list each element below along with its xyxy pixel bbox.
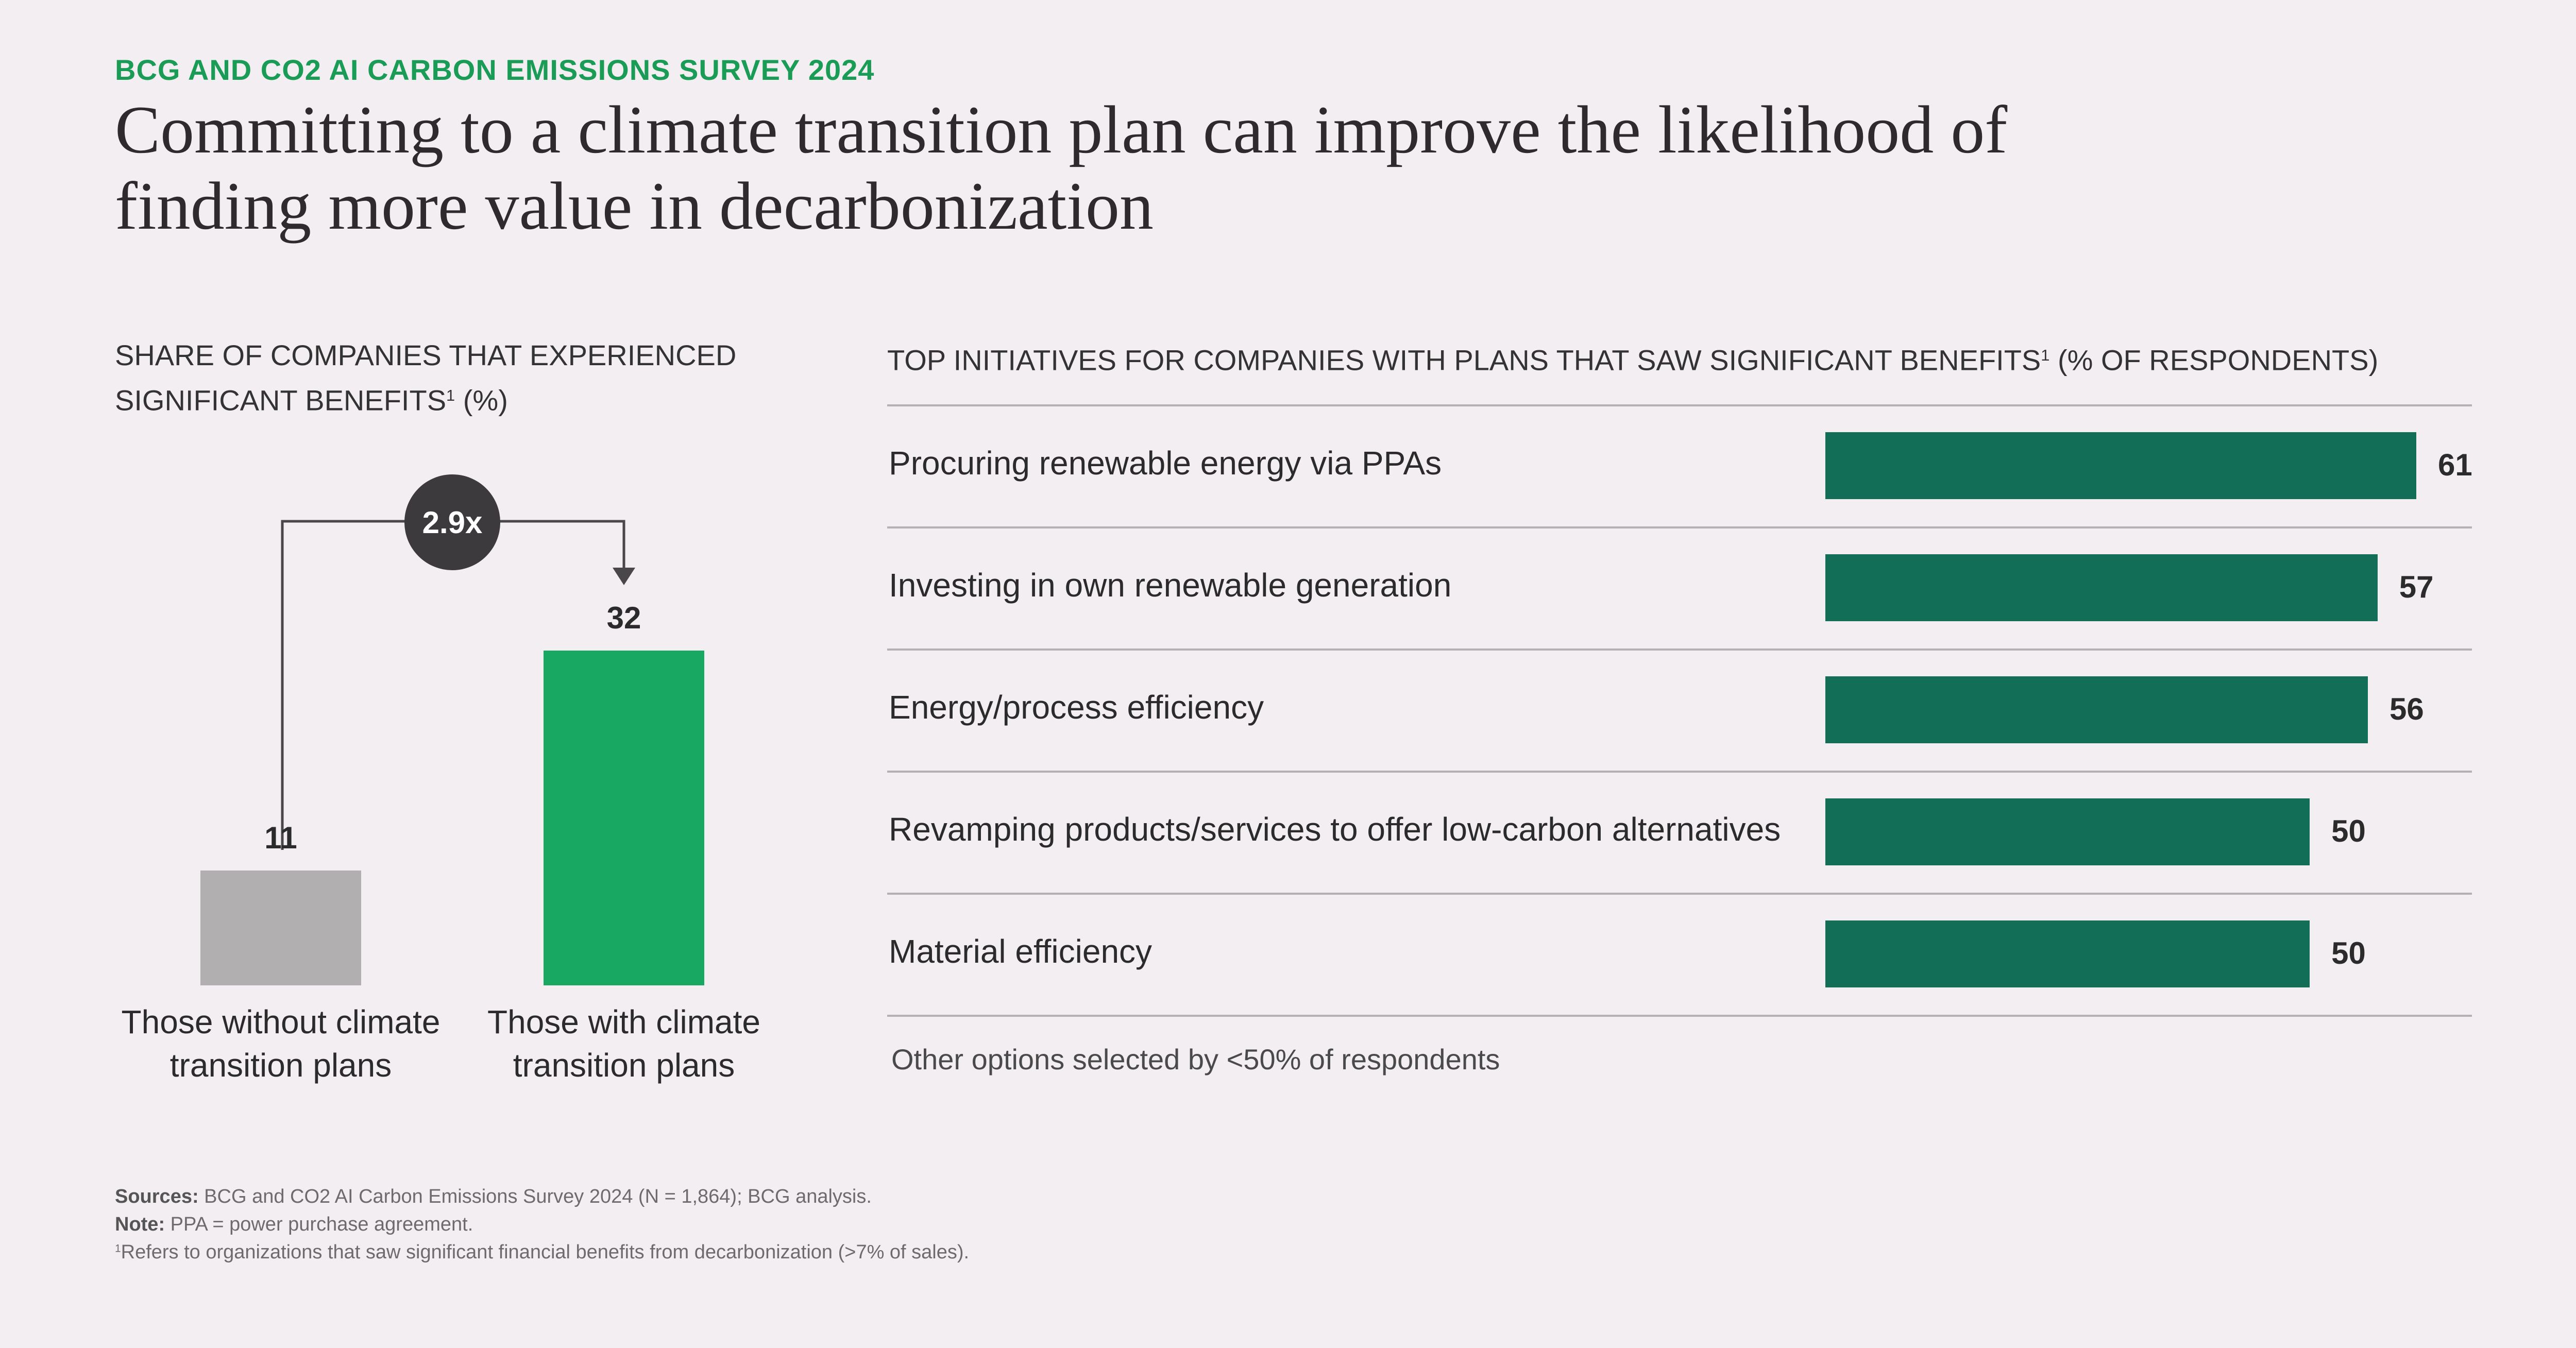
left-heading-text: SIGNIFICANT BENEFITS (115, 384, 447, 417)
footnote-text: Refers to organizations that saw signifi… (121, 1241, 970, 1263)
category-label-line: Those without climate (121, 1003, 440, 1040)
category-label-without-plans: Those without climate transition plans (121, 1000, 440, 1087)
row-divider (887, 1015, 2472, 1017)
left-heading-line-2: SIGNIFICANT BENEFITS1 (%) (115, 376, 736, 420)
note-label: Note: (115, 1214, 165, 1235)
initiative-label: Energy/process efficiency (889, 688, 1264, 726)
left-chart-heading: SHARE OF COMPANIES THAT EXPERIENCED SIGN… (115, 335, 736, 420)
initiative-bar (1825, 554, 2378, 621)
title-line-1: Committing to a climate transition plan … (115, 92, 2008, 167)
category-label-line: Those with climate (487, 1003, 760, 1040)
initiative-label: Material efficiency (889, 932, 1153, 970)
value-label-without-plans: 11 (264, 820, 297, 855)
footnote: 1Refers to organizations that saw signif… (115, 1241, 969, 1264)
row-divider (887, 404, 2472, 406)
sources-text: BCG and CO2 AI Carbon Emissions Survey 2… (198, 1186, 872, 1207)
right-chart-heading: TOP INITIATIVES FOR COMPANIES WITH PLANS… (887, 335, 2378, 380)
row-divider (887, 526, 2472, 528)
initiative-bar (1825, 798, 2310, 865)
right-heading-text: TOP INITIATIVES FOR COMPANIES WITH PLANS… (887, 344, 2041, 377)
initiative-label: Revamping products/services to offer low… (889, 810, 1781, 848)
row-divider (887, 893, 2472, 895)
footnote-marker: 1 (115, 1242, 121, 1255)
eyebrow-label: BCG AND CO2 AI CARBON EMISSIONS SURVEY 2… (115, 54, 875, 86)
initiative-bar (1825, 676, 2368, 743)
page-title: Committing to a climate transition plan … (115, 92, 2330, 244)
initiative-value-label: 56 (2389, 691, 2424, 726)
left-heading-line-1: SHARE OF COMPANIES THAT EXPERIENCED (115, 339, 737, 371)
left-heading-footnote-marker: 1 (446, 386, 455, 404)
initiative-value-label: 50 (2331, 813, 2366, 848)
multiplier-badge: 2.9x (404, 474, 500, 570)
initiative-bar (1825, 920, 2310, 987)
right-heading-unit: (% OF RESPONDENTS) (2049, 344, 2379, 377)
note-text: PPA = power purchase agreement. (165, 1214, 473, 1235)
row-divider (887, 771, 2472, 773)
ppa-note: Note: PPA = power purchase agreement. (115, 1214, 473, 1236)
comparison-connector (281, 520, 635, 850)
title-line-2: finding more value in decarbonization (115, 168, 1154, 244)
initiative-value-label: 50 (2331, 935, 2366, 970)
initiative-bar (1825, 432, 2416, 499)
left-heading-unit: (%) (455, 384, 508, 417)
sources-label: Sources: (115, 1186, 199, 1207)
initiative-value-label: 61 (2438, 447, 2472, 482)
value-label-with-plans: 32 (606, 601, 641, 635)
sources-note: Sources: BCG and CO2 AI Carbon Emissions… (115, 1186, 872, 1208)
category-label-with-plans: Those with climate transition plans (464, 1000, 784, 1087)
right-heading-footnote-marker: 1 (2041, 346, 2050, 364)
category-label-line: transition plans (513, 1047, 735, 1084)
connector-arrowhead (613, 568, 635, 585)
other-options-note: Other options selected by <50% of respon… (891, 1043, 1500, 1076)
initiative-value-label: 57 (2399, 569, 2434, 604)
bar-with-plans (544, 651, 704, 985)
category-label-line: transition plans (170, 1047, 392, 1084)
bar-without-plans (200, 870, 361, 985)
initiative-label: Procuring renewable energy via PPAs (889, 444, 1442, 482)
row-divider (887, 649, 2472, 651)
initiative-label: Investing in own renewable generation (889, 566, 1452, 604)
